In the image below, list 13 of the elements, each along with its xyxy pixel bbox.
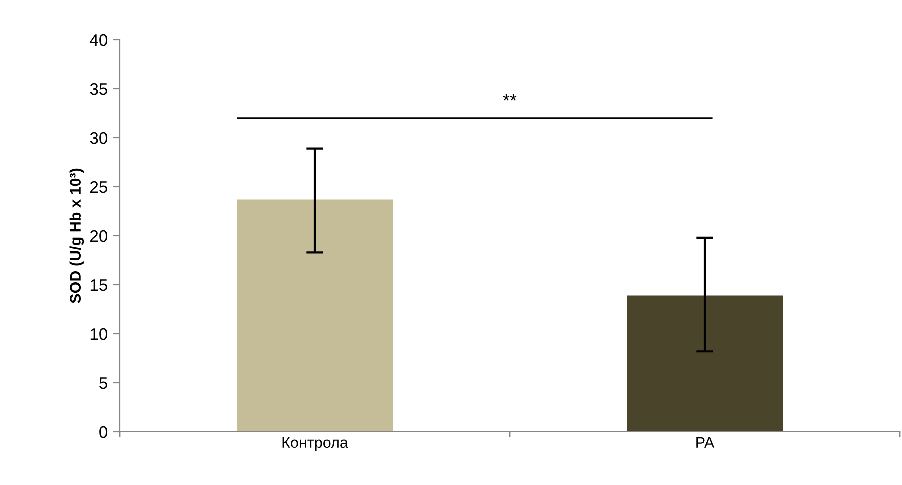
y-tick-label: 20 — [90, 230, 108, 242]
y-tick-label: 10 — [90, 328, 108, 340]
annotation: ** — [503, 94, 517, 101]
y-tick-label: 0 — [100, 426, 108, 438]
x-tick-label: PA — [696, 437, 715, 448]
y-tick-label: 35 — [90, 83, 108, 96]
x-tick-label: Контрола — [282, 437, 348, 452]
y-tick-label: 15 — [90, 280, 108, 292]
y-tick-label: 25 — [90, 181, 108, 194]
y-tick-label: 40 — [90, 34, 108, 46]
y-axis-title: SOD (U/g Hb x 10³) — [70, 168, 84, 304]
y-tick-label: 30 — [90, 132, 108, 144]
y-tick-label: 5 — [100, 378, 108, 390]
